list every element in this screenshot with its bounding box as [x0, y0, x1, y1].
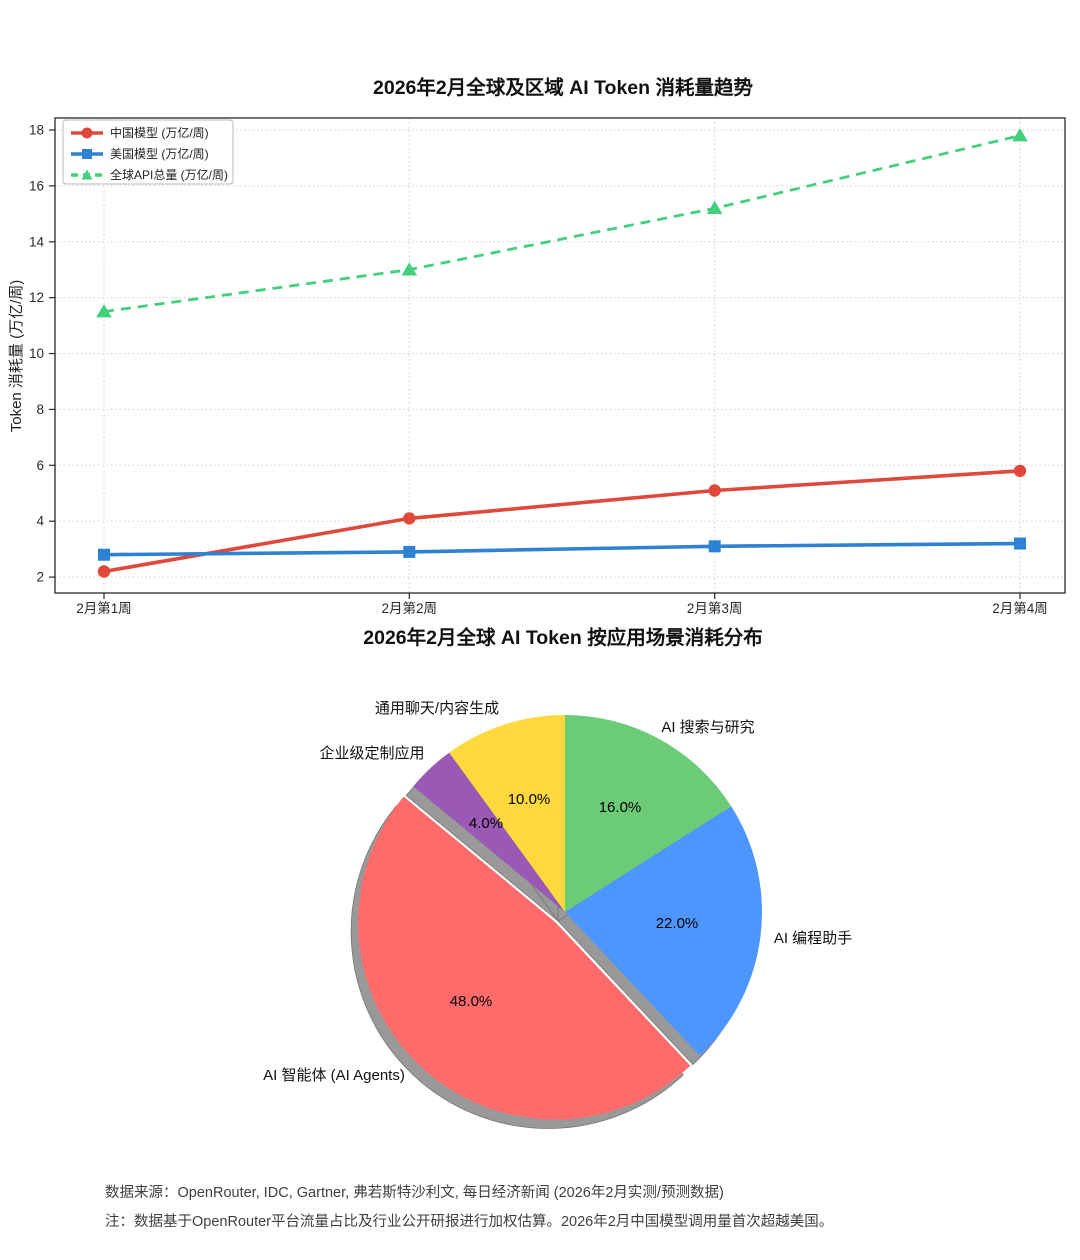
pie-slice [565, 806, 763, 1056]
legend-square-marker-icon [82, 149, 92, 159]
line-chart: 2026年2月全球及区域 AI Token 消耗量趋势 Token 消耗量 (万… [8, 76, 1066, 616]
x-tick-label: 2月第3周 [687, 600, 743, 616]
pie-slice-label: AI 搜索与研究 [661, 719, 754, 736]
y-tick-label: 14 [29, 234, 45, 249]
data-point-triangle [401, 262, 418, 276]
footer-source-line: 数据来源：OpenRouter, IDC, Gartner, 弗若斯特沙利文, … [105, 1184, 724, 1201]
y-tick-label: 10 [29, 346, 44, 361]
data-point-circle [1013, 464, 1027, 478]
data-point-circle [97, 565, 111, 578]
data-point-triangle [1012, 128, 1028, 142]
plot-border [54, 117, 1066, 594]
y-tick-label: 8 [36, 402, 44, 417]
y-axis-label: Token 消耗量 (万亿/周) [8, 280, 25, 433]
series-line-circle [103, 469, 1021, 574]
data-point-square [1014, 537, 1026, 550]
pie-labels: 16.0% AI 搜索与研究 22.0% AI 编程助手 48.0% AI 智能体 (AI… [263, 700, 852, 1084]
pie-chart: 2026年2月全球 AI Token 按应用场景消耗分布 16.0% AI 搜索与… [263, 626, 852, 1129]
pie-percent-label: 16.0% [599, 799, 642, 816]
pie-percent-label: 4.0% [469, 815, 503, 832]
pie-slice [565, 715, 732, 912]
legend-item-usa: 美国模型 (万亿/周) [71, 146, 209, 161]
tick-labels: 2 4 6 8 10 12 14 16 18 2月第1周 2月第2周 2月第3周 2月第4周 [29, 123, 1048, 616]
footer-note-line: 注：数据基于OpenRouter平台流量占比及行业公开研报进行加权估算。2026… [105, 1213, 833, 1230]
data-point-circle [708, 484, 721, 497]
pie-slice-label: AI 智能体 (AI Agents) [263, 1066, 405, 1084]
data-point-square [403, 545, 416, 558]
legend-label: 美国模型 (万亿/周) [110, 146, 209, 161]
legend-circle-marker-icon [81, 127, 93, 139]
legend-item-china: 中国模型 (万亿/周) [71, 125, 209, 140]
pie-slice-label: 通用聊天/内容生成 [375, 700, 499, 717]
series-line-square [103, 541, 1021, 557]
y-tick-label: 2 [36, 570, 44, 585]
pie-percent-label: 48.0% [450, 993, 493, 1010]
y-tick-label: 12 [29, 290, 44, 305]
x-tick-label: 2月第1周 [76, 600, 132, 616]
series-line-triangle [103, 134, 1021, 313]
footer: 数据来源：OpenRouter, IDC, Gartner, 弗若斯特沙利文, … [105, 1184, 833, 1230]
pie-slice [449, 715, 565, 912]
y-tick-label: 16 [29, 178, 44, 193]
pie-slice [413, 752, 565, 912]
pie-slice-label: AI 编程助手 [774, 930, 852, 947]
data-point-triangle [706, 200, 723, 215]
y-tick-label: 18 [29, 123, 44, 138]
legend-box [62, 119, 234, 185]
gridlines [55, 118, 1065, 593]
legend: 中国模型 (万亿/周) 美国模型 (万亿/周) 全球API总量 (万亿/周) [62, 119, 234, 185]
line-chart-title: 2026年2月全球及区域 AI Token 消耗量趋势 [373, 76, 753, 99]
pie-percent-label: 22.0% [656, 915, 699, 932]
axis-ticks [49, 129, 1021, 599]
legend-triangle-marker-icon [81, 169, 93, 180]
data-point-square [98, 548, 110, 561]
series-lines [96, 128, 1028, 578]
x-tick-label: 2月第2周 [382, 600, 438, 616]
x-tick-label: 2月第4周 [992, 600, 1048, 616]
pie-slice [358, 796, 691, 1120]
pie-chart-title: 2026年2月全球 AI Token 按应用场景消耗分布 [363, 626, 762, 649]
legend-label: 全球API总量 (万亿/周) [110, 167, 228, 182]
data-point-square [708, 540, 721, 553]
y-tick-label: 4 [36, 514, 44, 529]
legend-label: 中国模型 (万亿/周) [110, 125, 209, 140]
data-point-circle [403, 512, 416, 525]
pie-slice-label: 企业级定制应用 [319, 744, 424, 762]
pie-slices [358, 715, 763, 1120]
data-point-triangle [96, 304, 112, 318]
legend-item-global: 全球API总量 (万亿/周) [71, 167, 228, 182]
y-tick-label: 6 [36, 458, 44, 473]
pie-percent-label: 10.0% [508, 791, 551, 808]
